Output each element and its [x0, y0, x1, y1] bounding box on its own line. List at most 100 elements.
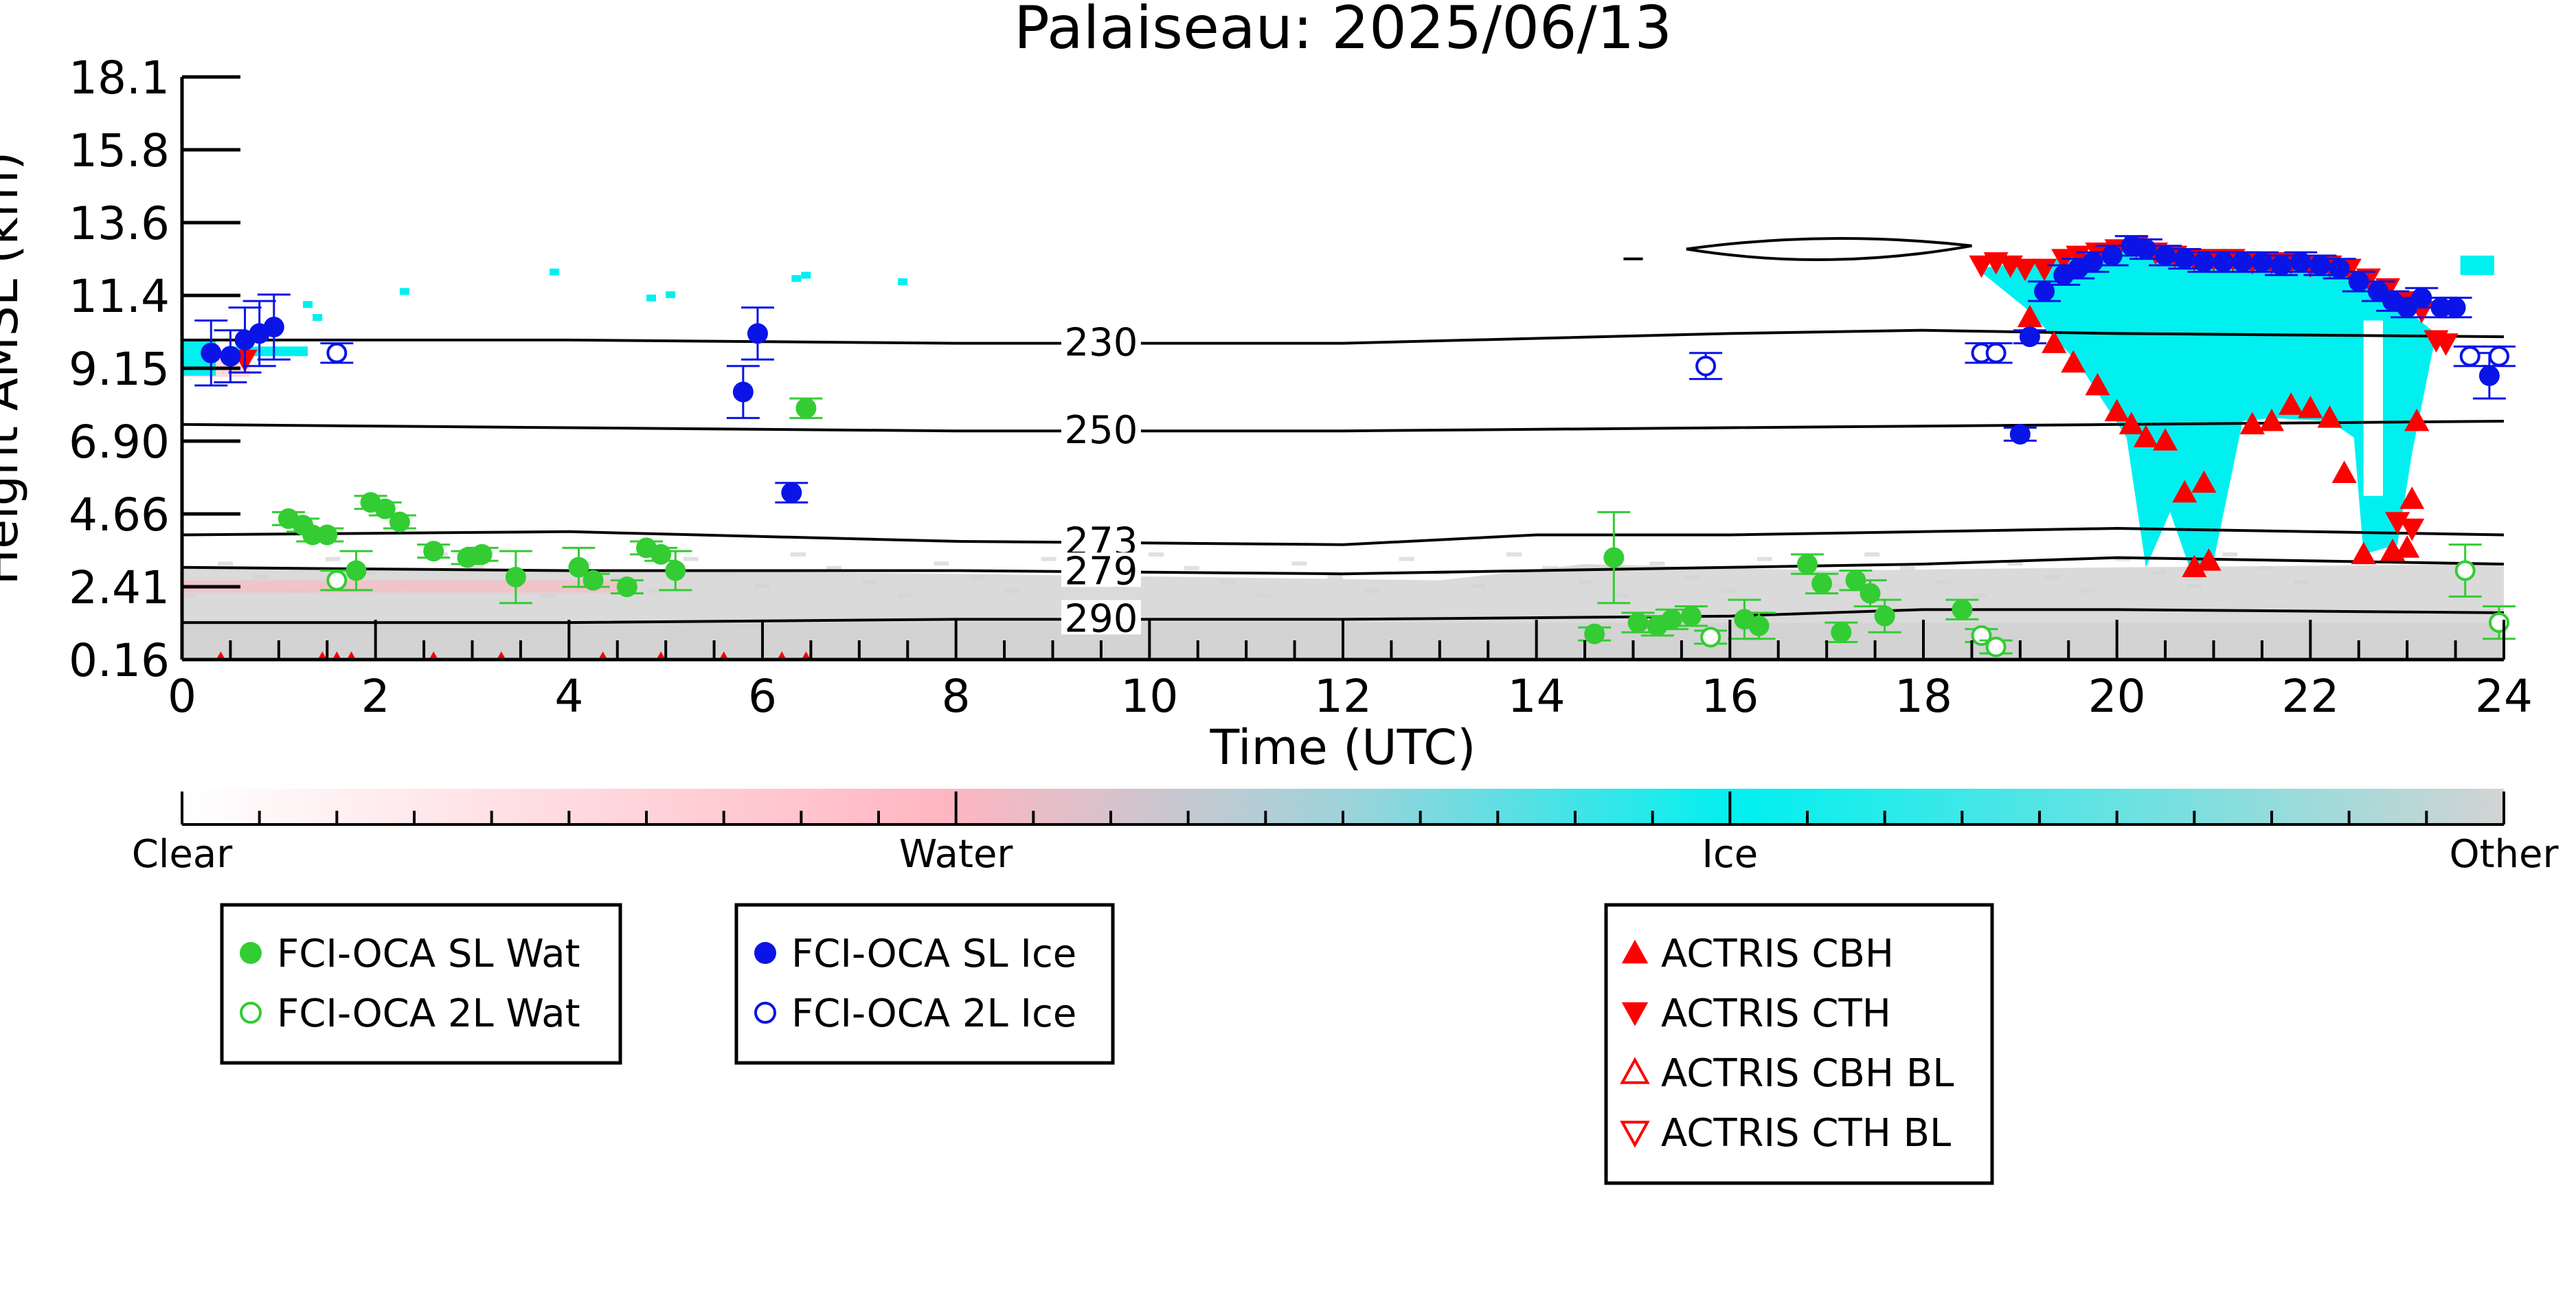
other-region: [898, 593, 914, 598]
colorbar-label-water: Water: [899, 832, 1014, 877]
contour-label-bg: [1061, 412, 1141, 447]
other-region: [182, 593, 197, 598]
y-tick-label: 15.8: [69, 124, 170, 177]
point-fci-oca-sl-ice: [732, 381, 754, 403]
point-fci-oca-sl-ice: [2101, 245, 2123, 266]
other-region: [2043, 575, 2059, 580]
clear-region: [2363, 320, 2383, 496]
point-fci-oca-sl-ice: [781, 482, 802, 504]
point-actris-cth: [2399, 518, 2425, 541]
x-tick-label: 10: [1120, 670, 1178, 723]
point-fci-oca-sl-wat: [1748, 615, 1770, 636]
other-region: [1506, 552, 1522, 557]
legend: FCI-OCA SL Wat FCI-OCA 2L Wat FCI-OCA SL I…: [220, 903, 1994, 1185]
legend-box: [220, 903, 622, 1065]
point-actris-cbh: [2259, 408, 2285, 431]
point-fci-oca-sl-ice: [220, 346, 241, 367]
point-fci-oca-sl-wat: [1627, 612, 1649, 633]
point-fci-oca-sl-wat: [651, 543, 672, 565]
contour-line-290: [182, 608, 2504, 625]
point-actris-cth: [2051, 249, 2077, 271]
other-region: [1578, 579, 1594, 584]
point-fci-oca-sl-wat: [795, 398, 817, 419]
other-region: [2222, 552, 2238, 557]
ice-region: [2460, 255, 2494, 276]
other-region: [1399, 557, 1414, 561]
x-tick-label: 12: [1314, 670, 1372, 723]
legend-marker: [240, 1002, 262, 1024]
legend-label: FCI-OCA 2L Wat: [277, 991, 580, 1036]
other-region: [1291, 561, 1307, 566]
legend-marker: [1621, 1002, 1649, 1026]
other-region: [1256, 593, 1272, 598]
other-region: [934, 561, 949, 566]
y-tick-label: 11.4: [69, 270, 170, 323]
ice-region: [801, 271, 811, 279]
other-region: [325, 557, 341, 561]
other-region: [1470, 584, 1486, 589]
legend-marker: [754, 942, 776, 964]
point-fci-oca-sl-ice: [201, 342, 222, 363]
point-fci-oca-sl-wat: [1831, 622, 1852, 643]
legend-label: FCI-OCA 2L Ice: [791, 991, 1076, 1036]
other-region: [1971, 593, 1987, 598]
other-region: [1614, 593, 1629, 598]
point-fci-oca-sl-ice: [2329, 258, 2350, 279]
point-fci-oca-sl-wat: [302, 524, 324, 546]
legend-marker: [1620, 1057, 1650, 1084]
point-fci-oca-sl-wat: [568, 557, 589, 578]
chart-title: Palaiseau: 2025/06/13: [1014, 0, 1672, 63]
ice-region: [399, 288, 409, 295]
point-actris-cbh: [2395, 535, 2420, 558]
point-fci-oca-2l-wat: [2454, 560, 2476, 581]
x-tick-label: 8: [942, 670, 971, 723]
ice-region: [303, 301, 313, 308]
x-tick-label: 20: [2088, 670, 2146, 723]
x-tick-label: 0: [168, 670, 196, 723]
point-actris-cbh: [2042, 330, 2067, 353]
other-region: [468, 565, 484, 570]
other-region: [2007, 561, 2023, 566]
other-region: [2079, 588, 2094, 593]
cloud-mask-background: [182, 249, 2504, 660]
temperature-contours: [182, 237, 2504, 625]
other-region: [1864, 552, 1880, 557]
y-tick-label: 18.1: [69, 52, 170, 104]
other-region: [719, 570, 734, 575]
point-fci-oca-sl-ice: [2348, 271, 2369, 292]
point-fci-oca-sl-ice: [2411, 287, 2432, 308]
contour-label-bg: [1061, 600, 1141, 635]
point-fci-oca-sl-wat: [423, 541, 444, 562]
point-fci-oca-sl-ice: [2309, 255, 2331, 276]
other-region: [1649, 561, 1665, 566]
point-actris-cbh: [2239, 412, 2265, 435]
x-tick-label: 16: [1701, 670, 1759, 723]
ice-region: [550, 268, 560, 276]
point-fci-oca-sl-ice: [2009, 423, 2031, 445]
x-tick-label: 4: [554, 670, 583, 723]
other-region: [218, 561, 234, 566]
legend-label: ACTRIS CBH BL: [1661, 1051, 1954, 1096]
contour-line-250: [182, 420, 2504, 433]
point-actris-cbh: [2404, 408, 2430, 431]
y-tick-label: 2.41: [69, 561, 170, 614]
point-actris-cbh: [2119, 412, 2144, 435]
point-fci-oca-sl-wat: [1860, 583, 1881, 604]
y-tick-label: 9.15: [69, 343, 170, 396]
other-region: [1792, 570, 1808, 575]
y-tick-label: 6.90: [69, 416, 170, 469]
x-tick-label: 2: [361, 670, 390, 723]
point-fci-oca-sl-wat: [665, 560, 686, 581]
other-region: [611, 575, 627, 580]
point-actris-cbh: [2133, 425, 2159, 447]
point-fci-oca-sl-ice: [747, 323, 768, 344]
point-fci-oca-sl-ice: [2478, 365, 2500, 386]
point-fci-oca-sl-wat: [505, 566, 526, 587]
point-fci-oca-sl-wat: [1681, 605, 1702, 627]
point-actris-cbh: [2279, 392, 2304, 415]
contour-label-250: 250: [1064, 408, 1138, 453]
legend-marker: [1621, 939, 1649, 964]
legend-marker: [240, 942, 262, 964]
